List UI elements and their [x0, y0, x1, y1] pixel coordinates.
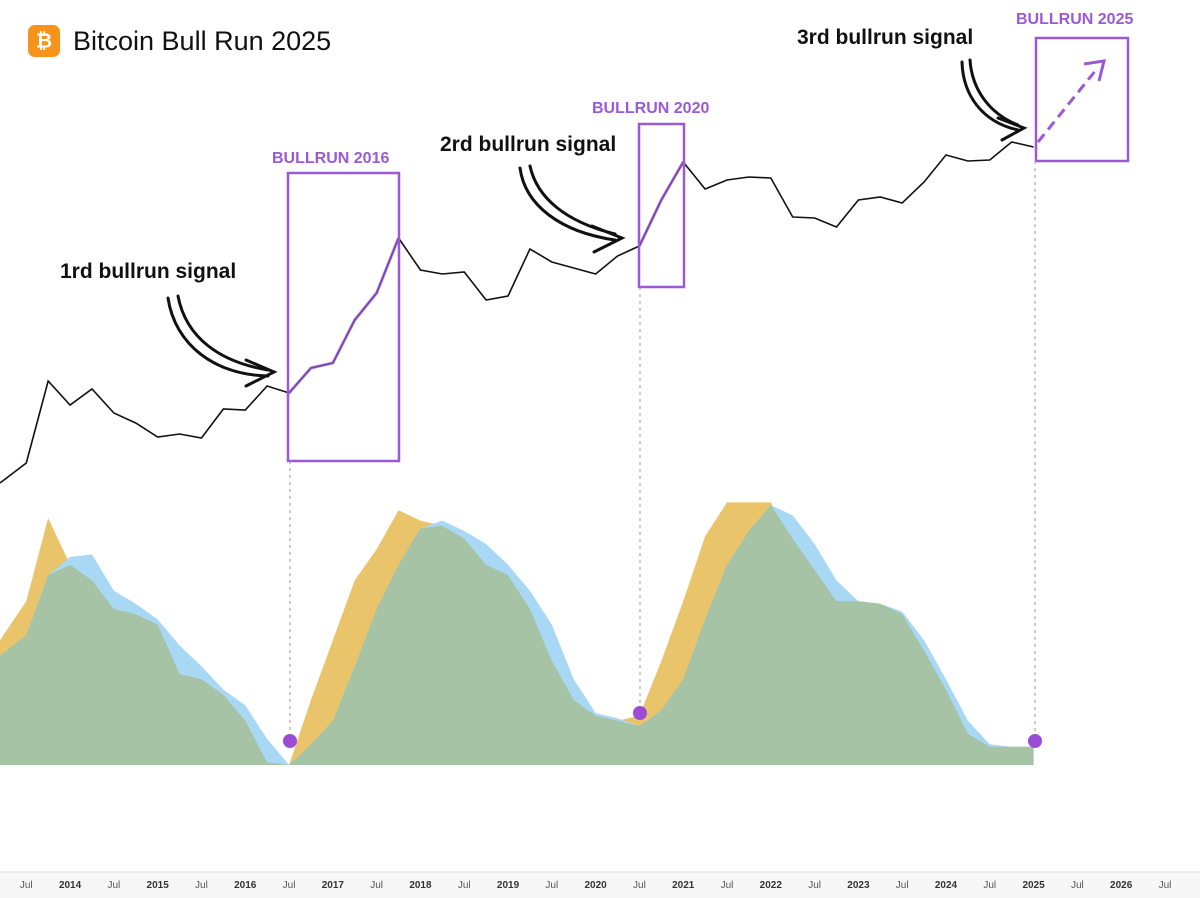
x-tick-label: Jul: [195, 880, 208, 891]
logo-badge: [28, 25, 60, 57]
x-tick-label: Jul: [458, 880, 471, 891]
box-label: BULLRUN 2025: [1016, 11, 1133, 28]
x-tick-label: Jul: [1071, 880, 1084, 891]
x-tick-label: Jul: [545, 880, 558, 891]
signal-arrows: [166, 58, 1028, 388]
highlight-line: [287, 237, 400, 394]
x-tick-label: 2024: [935, 880, 958, 891]
x-tick-label: 2022: [760, 880, 783, 891]
overlap-area: [0, 505, 1034, 765]
x-tick-label: Jul: [896, 880, 909, 891]
x-tick-label: Jul: [983, 880, 996, 891]
signal-dot: [633, 706, 647, 720]
x-tick-label: 2026: [1110, 880, 1133, 891]
bullrun-box: [637, 122, 686, 289]
x-tick-label: 2025: [1022, 880, 1045, 891]
highlight-line: [638, 161, 685, 247]
projection-arrowhead: [1083, 59, 1107, 82]
bullrun-box: [286, 171, 401, 463]
x-axis: Jul 2014 Jul 2015 Jul 2016 Jul 2017 Jul 2018 Jul 20…: [20, 880, 1171, 891]
x-tick-label: 2018: [409, 880, 432, 891]
x-tick-label: Jul: [283, 880, 296, 891]
annotation: 2rd bullrun signal: [440, 133, 616, 156]
signal-dot: [283, 734, 297, 748]
x-tick-label: 2016: [234, 880, 257, 891]
signal-dot: [1028, 734, 1042, 748]
box-label: BULLRUN 2020: [592, 100, 709, 117]
chart-title: Bitcoin Bull Run 2025: [73, 26, 331, 56]
x-tick-label: Jul: [1159, 880, 1172, 891]
x-tick-label: Jul: [107, 880, 120, 891]
box-label: BULLRUN 2016: [272, 150, 389, 167]
x-tick-label: 2017: [322, 880, 345, 891]
x-tick-label: 2015: [147, 880, 170, 891]
price-line: [0, 141, 1034, 484]
x-tick-label: 2019: [497, 880, 520, 891]
logo-symbol: ₿: [36, 30, 52, 52]
x-tick-label: Jul: [808, 880, 821, 891]
x-tick-label: 2014: [59, 880, 82, 891]
bullrun-box: [1034, 36, 1130, 163]
area-layer: [0, 502, 1034, 765]
x-tick-label: Jul: [20, 880, 33, 891]
x-tick-label: Jul: [370, 880, 383, 891]
annotation: 3rd bullrun signal: [797, 26, 973, 49]
x-tick-label: 2021: [672, 880, 695, 891]
x-tick-label: Jul: [633, 880, 646, 891]
x-tick-label: 2023: [847, 880, 870, 891]
x-tick-label: 2020: [584, 880, 607, 891]
x-tick-label: Jul: [721, 880, 734, 891]
annotation: 1rd bullrun signal: [60, 260, 236, 283]
projection-arrow: [1036, 69, 1098, 143]
line-layer: [0, 141, 1034, 484]
x-axis-band: [0, 872, 1200, 898]
